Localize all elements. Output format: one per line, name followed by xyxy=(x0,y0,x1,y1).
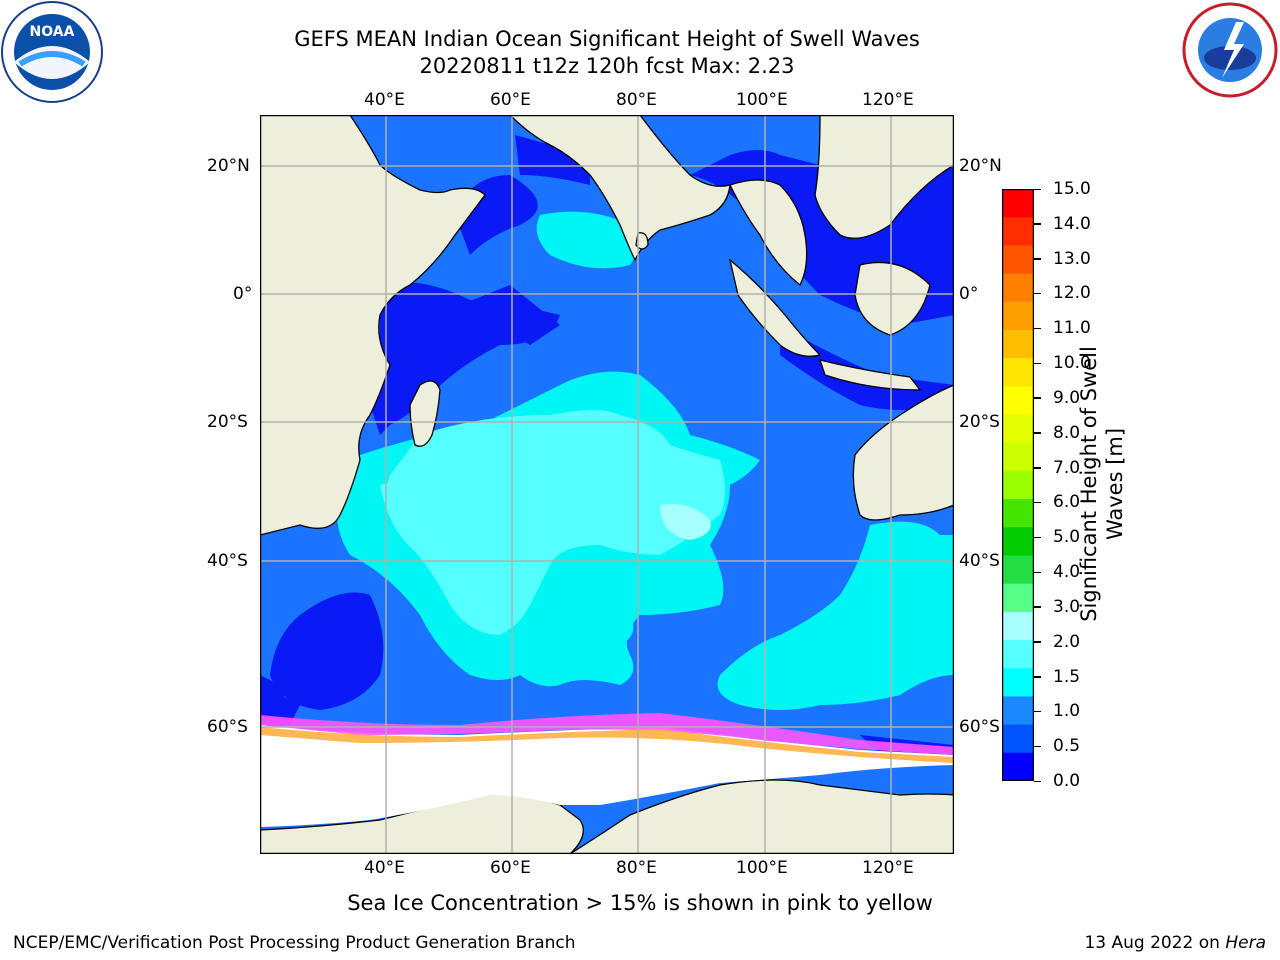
graticule xyxy=(260,115,954,854)
colorbar-segment xyxy=(1002,470,1034,500)
colorbar-tick-mark xyxy=(1034,258,1041,260)
colorbar-tick-mark xyxy=(1034,467,1041,469)
colorbar-segment xyxy=(1002,527,1034,557)
colorbar-segment xyxy=(1002,752,1034,781)
footer-branch: NCEP/EMC/Verification Post Processing Pr… xyxy=(13,933,576,953)
colorbar-tick-label: 15.0 xyxy=(1053,179,1091,199)
colorbar-tick-label: 14.0 xyxy=(1053,213,1091,234)
colorbar-tick-mark xyxy=(1034,188,1041,190)
colorbar-segment xyxy=(1002,555,1034,585)
lat-tick-right-60s: 60°S xyxy=(959,717,1000,737)
colorbar-tick-label: 1.0 xyxy=(1053,701,1081,722)
lon-tick-bottom-40e: 40°E xyxy=(364,858,405,878)
colorbar-segment xyxy=(1002,611,1034,641)
lat-tick-left-60s: 60°S xyxy=(207,717,248,737)
colorbar-tick-label: 6.0 xyxy=(1053,492,1081,513)
colorbar-segment xyxy=(1002,414,1034,444)
lat-tick-right-40s: 40°S xyxy=(959,551,1000,571)
colorbar-segment xyxy=(1002,329,1034,359)
lat-tick-left-20n: 20°N xyxy=(207,156,250,176)
lat-tick-left-0: 0° xyxy=(233,284,253,304)
colorbar-tick-mark xyxy=(1034,432,1041,434)
colorbar-segment xyxy=(1002,499,1034,528)
lat-tick-right-20s: 20°S xyxy=(959,412,1000,432)
noaa-logo: NOAA xyxy=(1,1,103,103)
swell-height-map xyxy=(260,115,954,854)
colorbar-tick-mark xyxy=(1034,641,1041,643)
lat-tick-right-20n: 20°N xyxy=(959,156,1002,176)
colorbar-tick-label: 13.0 xyxy=(1053,248,1091,269)
colorbar-tick-label: 9.0 xyxy=(1053,387,1081,408)
colorbar-tick-label: 0.0 xyxy=(1053,771,1081,791)
colorbar-tick-label: 11.0 xyxy=(1053,318,1091,339)
land-masses xyxy=(260,115,954,854)
sea-ice-zone xyxy=(260,713,954,827)
colorbar-tick-mark xyxy=(1034,571,1041,574)
footer-date: 13 Aug 2022 on Hera xyxy=(1084,933,1266,953)
colorbar-tick-mark xyxy=(1034,780,1041,782)
lon-tick-bottom-80e: 80°E xyxy=(616,858,657,878)
colorbar-tick-label: 10.0 xyxy=(1053,353,1091,374)
lon-tick-bottom-120e: 120°E xyxy=(862,858,914,878)
chart-title: GEFS MEAN Indian Ocean Significant Heigh… xyxy=(294,27,920,51)
lon-tick-bottom-100e: 100°E xyxy=(736,858,788,878)
colorbar-tick-mark xyxy=(1034,676,1041,678)
colorbar-tick-mark xyxy=(1034,710,1041,713)
lon-tick-top-120e: 120°E xyxy=(862,90,914,110)
colorbar-tick-label: 2.0 xyxy=(1053,631,1081,652)
colorbar-tick-mark xyxy=(1034,397,1041,399)
lon-tick-top-80e: 80°E xyxy=(616,90,657,110)
colorbar-segment xyxy=(1002,640,1034,669)
colorbar-segment xyxy=(1002,189,1034,218)
colorbar-tick-mark xyxy=(1034,606,1041,608)
top-swell-regions xyxy=(660,504,711,540)
high-swell-regions xyxy=(380,410,725,635)
colorbar-tick-label: 12.0 xyxy=(1053,283,1091,304)
lat-tick-right-0: 0° xyxy=(959,284,979,304)
colorbar-segment xyxy=(1002,386,1034,416)
footer-date-text: 13 Aug 2022 on xyxy=(1084,933,1226,953)
footer-machine: Hera xyxy=(1225,933,1266,953)
lon-tick-top-60e: 60°E xyxy=(490,90,531,110)
lat-tick-left-40s: 40°S xyxy=(207,551,248,571)
map-frame xyxy=(260,115,954,854)
nws-logo xyxy=(1182,2,1278,98)
colorbar-label-line2: Waves [m] xyxy=(1103,427,1127,541)
colorbar-segment xyxy=(1002,358,1034,387)
colorbar-tick-mark xyxy=(1034,745,1041,748)
lon-tick-top-40e: 40°E xyxy=(364,90,405,110)
colorbar-label-line1: Significant Height of Swell xyxy=(1077,346,1101,622)
colorbar-segment xyxy=(1002,442,1034,472)
colorbar-tick-label: 5.0 xyxy=(1053,527,1081,548)
colorbar-tick-mark xyxy=(1034,292,1041,295)
colorbar-tick-label: 7.0 xyxy=(1053,457,1081,478)
colorbar-segment xyxy=(1002,583,1034,613)
lat-tick-left-20s: 20°S xyxy=(207,412,248,432)
colorbar-tick-mark xyxy=(1034,327,1041,330)
sea-ice-caption: Sea Ice Concentration > 15% is shown in … xyxy=(347,891,933,915)
lon-tick-bottom-60e: 60°E xyxy=(490,858,531,878)
colorbar-segment xyxy=(1002,696,1034,726)
colorbar-tick-label: 3.0 xyxy=(1053,596,1081,617)
colorbar-tick-mark xyxy=(1034,362,1041,365)
colorbar-segment xyxy=(1002,724,1034,754)
colorbar-tick-label: 4.0 xyxy=(1053,562,1081,583)
colorbar-segment xyxy=(1002,217,1034,246)
colorbar-tick-label: 8.0 xyxy=(1053,422,1081,443)
colorbar-segment xyxy=(1002,245,1034,275)
colorbar-tick-mark xyxy=(1034,223,1041,225)
colorbar-segment xyxy=(1002,668,1034,698)
colorbar-tick-mark xyxy=(1034,501,1041,504)
colorbar-tick-mark xyxy=(1034,536,1041,539)
colorbar-segment xyxy=(1002,273,1034,303)
noaa-logo-text: NOAA xyxy=(30,24,75,40)
chart-subtitle: 20220811 t12z 120h fcst Max: 2.23 xyxy=(419,54,795,78)
colorbar-tick-label: 1.5 xyxy=(1053,666,1081,687)
colorbar-segment xyxy=(1002,301,1034,331)
lon-tick-top-100e: 100°E xyxy=(736,90,788,110)
colorbar xyxy=(1002,189,1034,781)
colorbar-tick-label: 0.5 xyxy=(1053,736,1081,757)
